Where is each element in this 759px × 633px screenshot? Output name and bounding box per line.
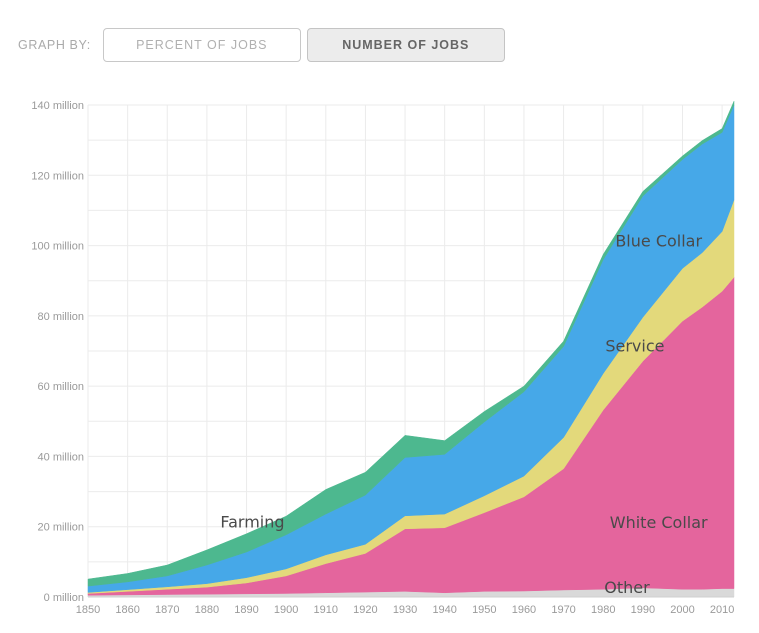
series-label-farming: Farming <box>220 512 284 531</box>
x-tick-label-1860: 1860 <box>115 604 139 616</box>
series-label-white-collar: White Collar <box>610 513 708 532</box>
y-axis: 0 million 20 million 40 million 60 million 8… <box>31 100 84 604</box>
x-tick-label-1970: 1970 <box>551 604 575 616</box>
y-tick-label-60: 60 million <box>38 381 84 393</box>
x-tick-label-1900: 1900 <box>274 604 298 616</box>
x-tick-label-1930: 1930 <box>393 604 417 616</box>
area-farming[interactable] <box>87 101 735 587</box>
x-tick-label-1920: 1920 <box>353 604 377 616</box>
percent-of-jobs-button[interactable]: PERCENT OF JOBS <box>102 28 301 62</box>
x-tick-label-1990: 1990 <box>631 604 655 616</box>
series-label-blue-collar: Blue Collar <box>615 231 702 250</box>
x-tick-label-1980: 1980 <box>591 604 615 616</box>
graph-by-controls: GRAPH BY: PERCENT OF JOBS NUMBER OF JOBS <box>18 28 511 62</box>
y-tick-label-20: 20 million <box>38 522 84 534</box>
x-axis: 1850 1860 1870 1880 1890 1900 1910 1920 1930 1940… <box>76 596 734 616</box>
x-tick-label-1950: 1950 <box>472 604 496 616</box>
chart-areas <box>87 101 735 598</box>
number-of-jobs-button[interactable]: NUMBER OF JOBS <box>306 28 505 62</box>
x-tick-label-1870: 1870 <box>155 604 179 616</box>
x-tick-label-2010: 2010 <box>710 604 734 616</box>
x-tick-label-1890: 1890 <box>234 604 258 616</box>
series-label-other: Other <box>604 578 650 597</box>
y-tick-label-120: 120 million <box>31 170 84 182</box>
graph-by-label: GRAPH BY: <box>18 38 91 52</box>
x-tick-label-1850: 1850 <box>76 604 100 616</box>
x-tick-label-1910: 1910 <box>314 604 338 616</box>
y-tick-label-140: 140 million <box>31 100 84 112</box>
x-tick-label-1940: 1940 <box>432 604 456 616</box>
x-tick-label-1960: 1960 <box>512 604 536 616</box>
y-tick-label-100: 100 million <box>31 241 84 253</box>
x-tick-label-2000: 2000 <box>670 604 694 616</box>
x-tick-label-1880: 1880 <box>195 604 219 616</box>
series-labels: Other White Collar Service Blue Collar Farmi… <box>220 231 708 597</box>
y-tick-label-0: 0 million <box>44 592 84 604</box>
y-tick-label-40: 40 million <box>38 451 84 463</box>
y-tick-label-80: 80 million <box>38 311 84 323</box>
series-label-service: Service <box>605 337 664 356</box>
